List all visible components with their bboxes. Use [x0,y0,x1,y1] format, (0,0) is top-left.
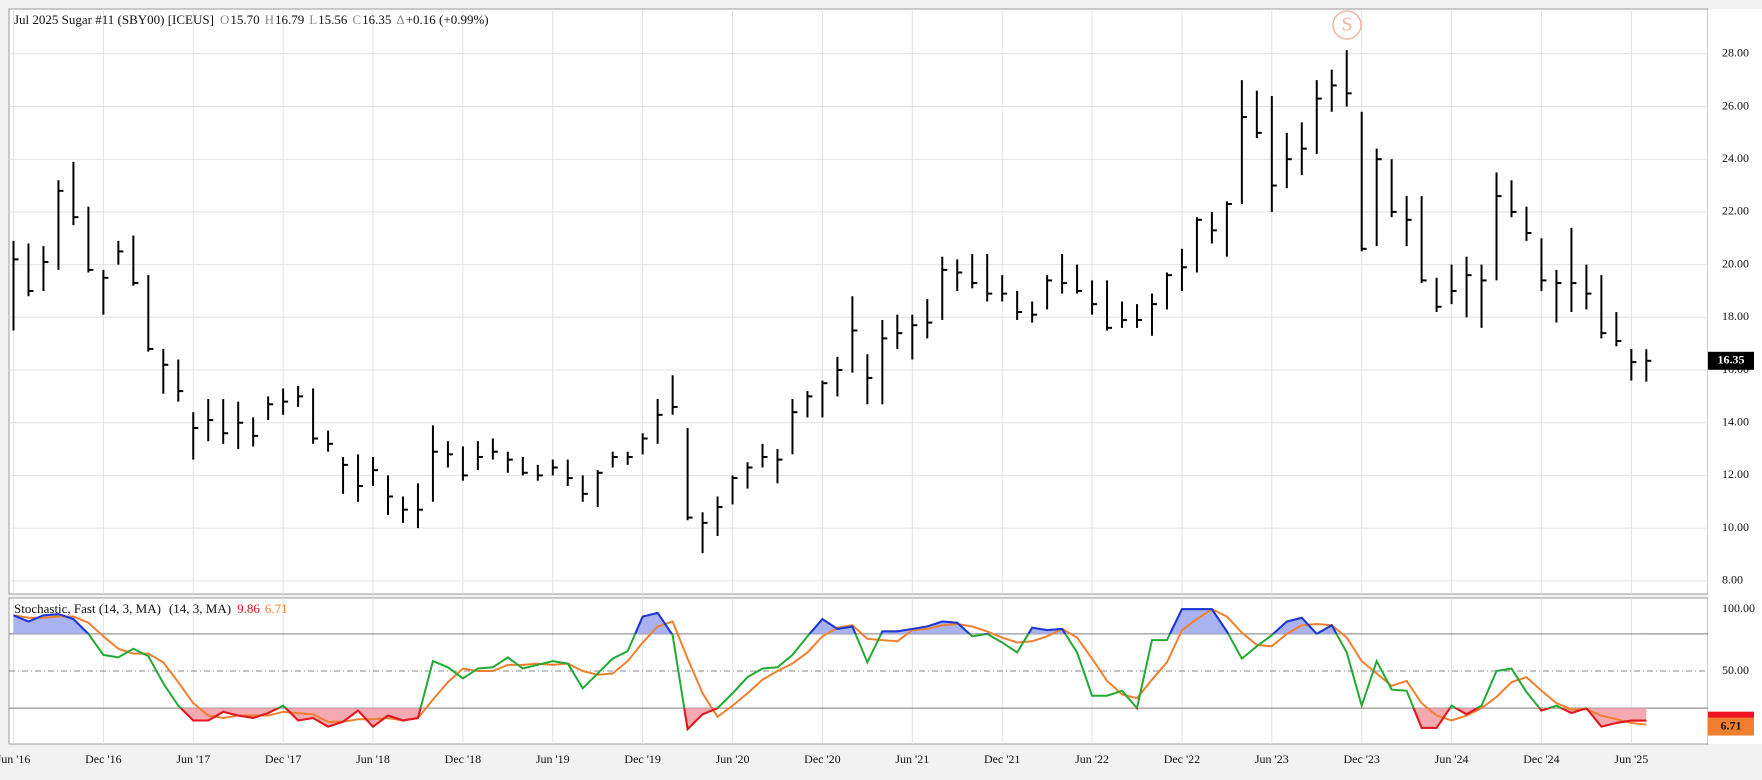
quote-label: H [265,12,274,27]
signal-marker [1332,10,1362,40]
quote-label: O [220,12,229,27]
quote-value: 16.79 [275,12,304,27]
stochastic-title: Stochastic, Fast (14, 3, MA) [14,601,161,616]
x-tick-label: Jun '24 [1435,752,1469,766]
y-tick-label: 50.00 [1722,663,1749,677]
quote-value: 15.70 [230,12,259,27]
x-tick-label: Dec '22 [1164,752,1200,766]
x-tick-label: Jun '16 [0,752,30,766]
y-tick-label: 100.00 [1722,601,1755,615]
y-tick-label: 22.00 [1722,204,1749,218]
quote-value: +0.16 (+0.99%) [406,12,489,27]
quote: O15.70 H16.79 L15.56 C16.35 Δ+0.16 (+0.99%) [220,12,489,27]
y-tick-label: 14.00 [1722,414,1749,428]
x-tick-label: Jun '22 [1075,752,1109,766]
x-tick-label: Dec '19 [624,752,660,766]
stochastic-header: Stochastic, Fast (14, 3, MA) (14, 3, MA) 9… [14,601,288,616]
d-last-value: 6.71 [265,601,288,616]
y-tick-label: 8.00 [1722,573,1743,587]
x-tick-label: Dec '17 [265,752,301,766]
price-bars [12,50,1652,554]
x-tick-label: Dec '23 [1343,752,1379,766]
x-tick-label: Jun '20 [716,752,750,766]
price-axis-area [1708,9,1762,744]
x-tick-label: Dec '24 [1523,752,1559,766]
stochastic-lines [9,607,1708,732]
y-tick-label: 24.00 [1722,151,1749,165]
d-last-label: 6.71 [1721,718,1742,732]
overbought-fill [13,609,1647,634]
symbol-title: Jul 2025 Sugar #11 (SBY00) [ICEUS] [14,12,214,27]
quote-label: C [352,12,361,27]
y-tick-label: 28.00 [1722,46,1749,60]
y-tick-label: 26.00 [1722,98,1749,112]
last-price-label: 16.35 [1718,353,1745,367]
signal-marker-glyph: S [1341,14,1352,36]
quote-value: 15.56 [318,12,348,27]
k-line-overbought [13,608,1338,634]
k-line-oversold [179,708,1647,732]
y-tick-label: 20.00 [1722,256,1749,270]
x-tick-label: Jun '17 [176,752,210,766]
quote-value: 16.35 [362,12,391,27]
x-tick-label: Jun '25 [1614,752,1648,766]
quote-label: Δ [396,12,404,27]
last-price-box [1708,351,1754,370]
x-tick-label: Dec '21 [984,752,1020,766]
d-last-box [1708,717,1754,736]
y-tick-label: 10.00 [1722,520,1749,534]
k-last-value: 9.86 [237,601,260,616]
plot-layer [9,50,1708,732]
price-panel [8,8,1709,595]
x-tick-label: Dec '18 [445,752,481,766]
header: Jul 2025 Sugar #11 (SBY00) [ICEUS] O15.70… [14,12,489,27]
stochastic-subtitle: (14, 3, MA) [169,601,231,616]
quote-label: L [309,12,317,27]
x-tick-label: Jun '19 [536,752,570,766]
oversold-fill [13,708,1647,730]
x-tick-label: Dec '20 [804,752,840,766]
y-tick-label: 12.00 [1722,467,1749,481]
x-tick-label: Jun '21 [895,752,929,766]
x-tick-label: Jun '23 [1255,752,1289,766]
y-tick-label: 18.00 [1722,309,1749,323]
x-tick-label: Dec '16 [85,752,121,766]
x-tick-label: Jun '18 [356,752,390,766]
